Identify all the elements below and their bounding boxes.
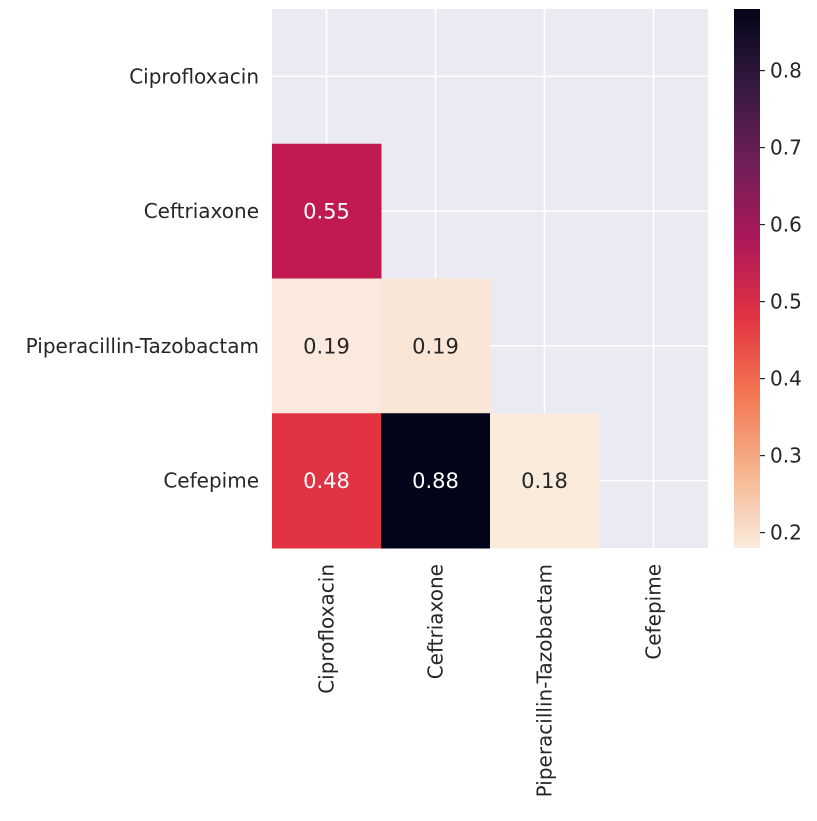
y-axis-tick-labels: Ciprofloxacin Ceftriaxone Piperacillin-Taz… [26, 64, 259, 492]
cell-value-label: 0.18 [521, 469, 568, 493]
heatmap-cell [272, 143, 382, 279]
heatmap-cell [490, 413, 600, 549]
colorbar-ticks: 0.2 0.3 0.4 0.5 0.6 0.7 0.8 [760, 59, 802, 545]
colorbar-tick-label: 0.7 [770, 136, 802, 160]
colorbar-tick-label: 0.8 [770, 59, 802, 83]
heatmap-cells [272, 143, 600, 549]
x-tick-label: Ciprofloxacin [315, 564, 339, 694]
heatmap-cell [272, 278, 382, 414]
y-tick-label: Cefepime [163, 469, 259, 493]
colorbar-tick-label: 0.2 [770, 521, 802, 545]
cell-value-labels: 0.55 0.19 0.19 0.48 0.88 0.18 [303, 200, 568, 494]
x-tick-label: Cefepime [642, 564, 666, 660]
heatmap-cell [381, 413, 491, 549]
y-tick-label: Ciprofloxacin [129, 64, 259, 88]
colorbar-tick-label: 0.3 [770, 444, 802, 468]
colorbar-tick-label: 0.4 [770, 367, 802, 391]
cell-value-label: 0.48 [303, 469, 350, 493]
cell-value-label: 0.55 [303, 200, 350, 224]
colorbar-tick-label: 0.5 [770, 290, 802, 314]
cell-value-label: 0.19 [412, 334, 459, 358]
cell-value-label: 0.88 [412, 469, 459, 493]
y-tick-label: Ceftriaxone [144, 199, 259, 223]
x-tick-label: Ceftriaxone [424, 564, 448, 679]
y-tick-label: Piperacillin-Tazobactam [26, 334, 259, 358]
x-tick-label: Piperacillin-Tazobactam [533, 564, 557, 797]
cell-value-label: 0.19 [303, 334, 350, 358]
x-axis-tick-labels: Ciprofloxacin Ceftriaxone Piperacillin-Taz… [315, 564, 666, 797]
colorbar-tick-label: 0.6 [770, 213, 802, 237]
heatmap-cell [272, 413, 382, 549]
colorbar [734, 9, 760, 548]
heatmap-cell [381, 278, 491, 414]
